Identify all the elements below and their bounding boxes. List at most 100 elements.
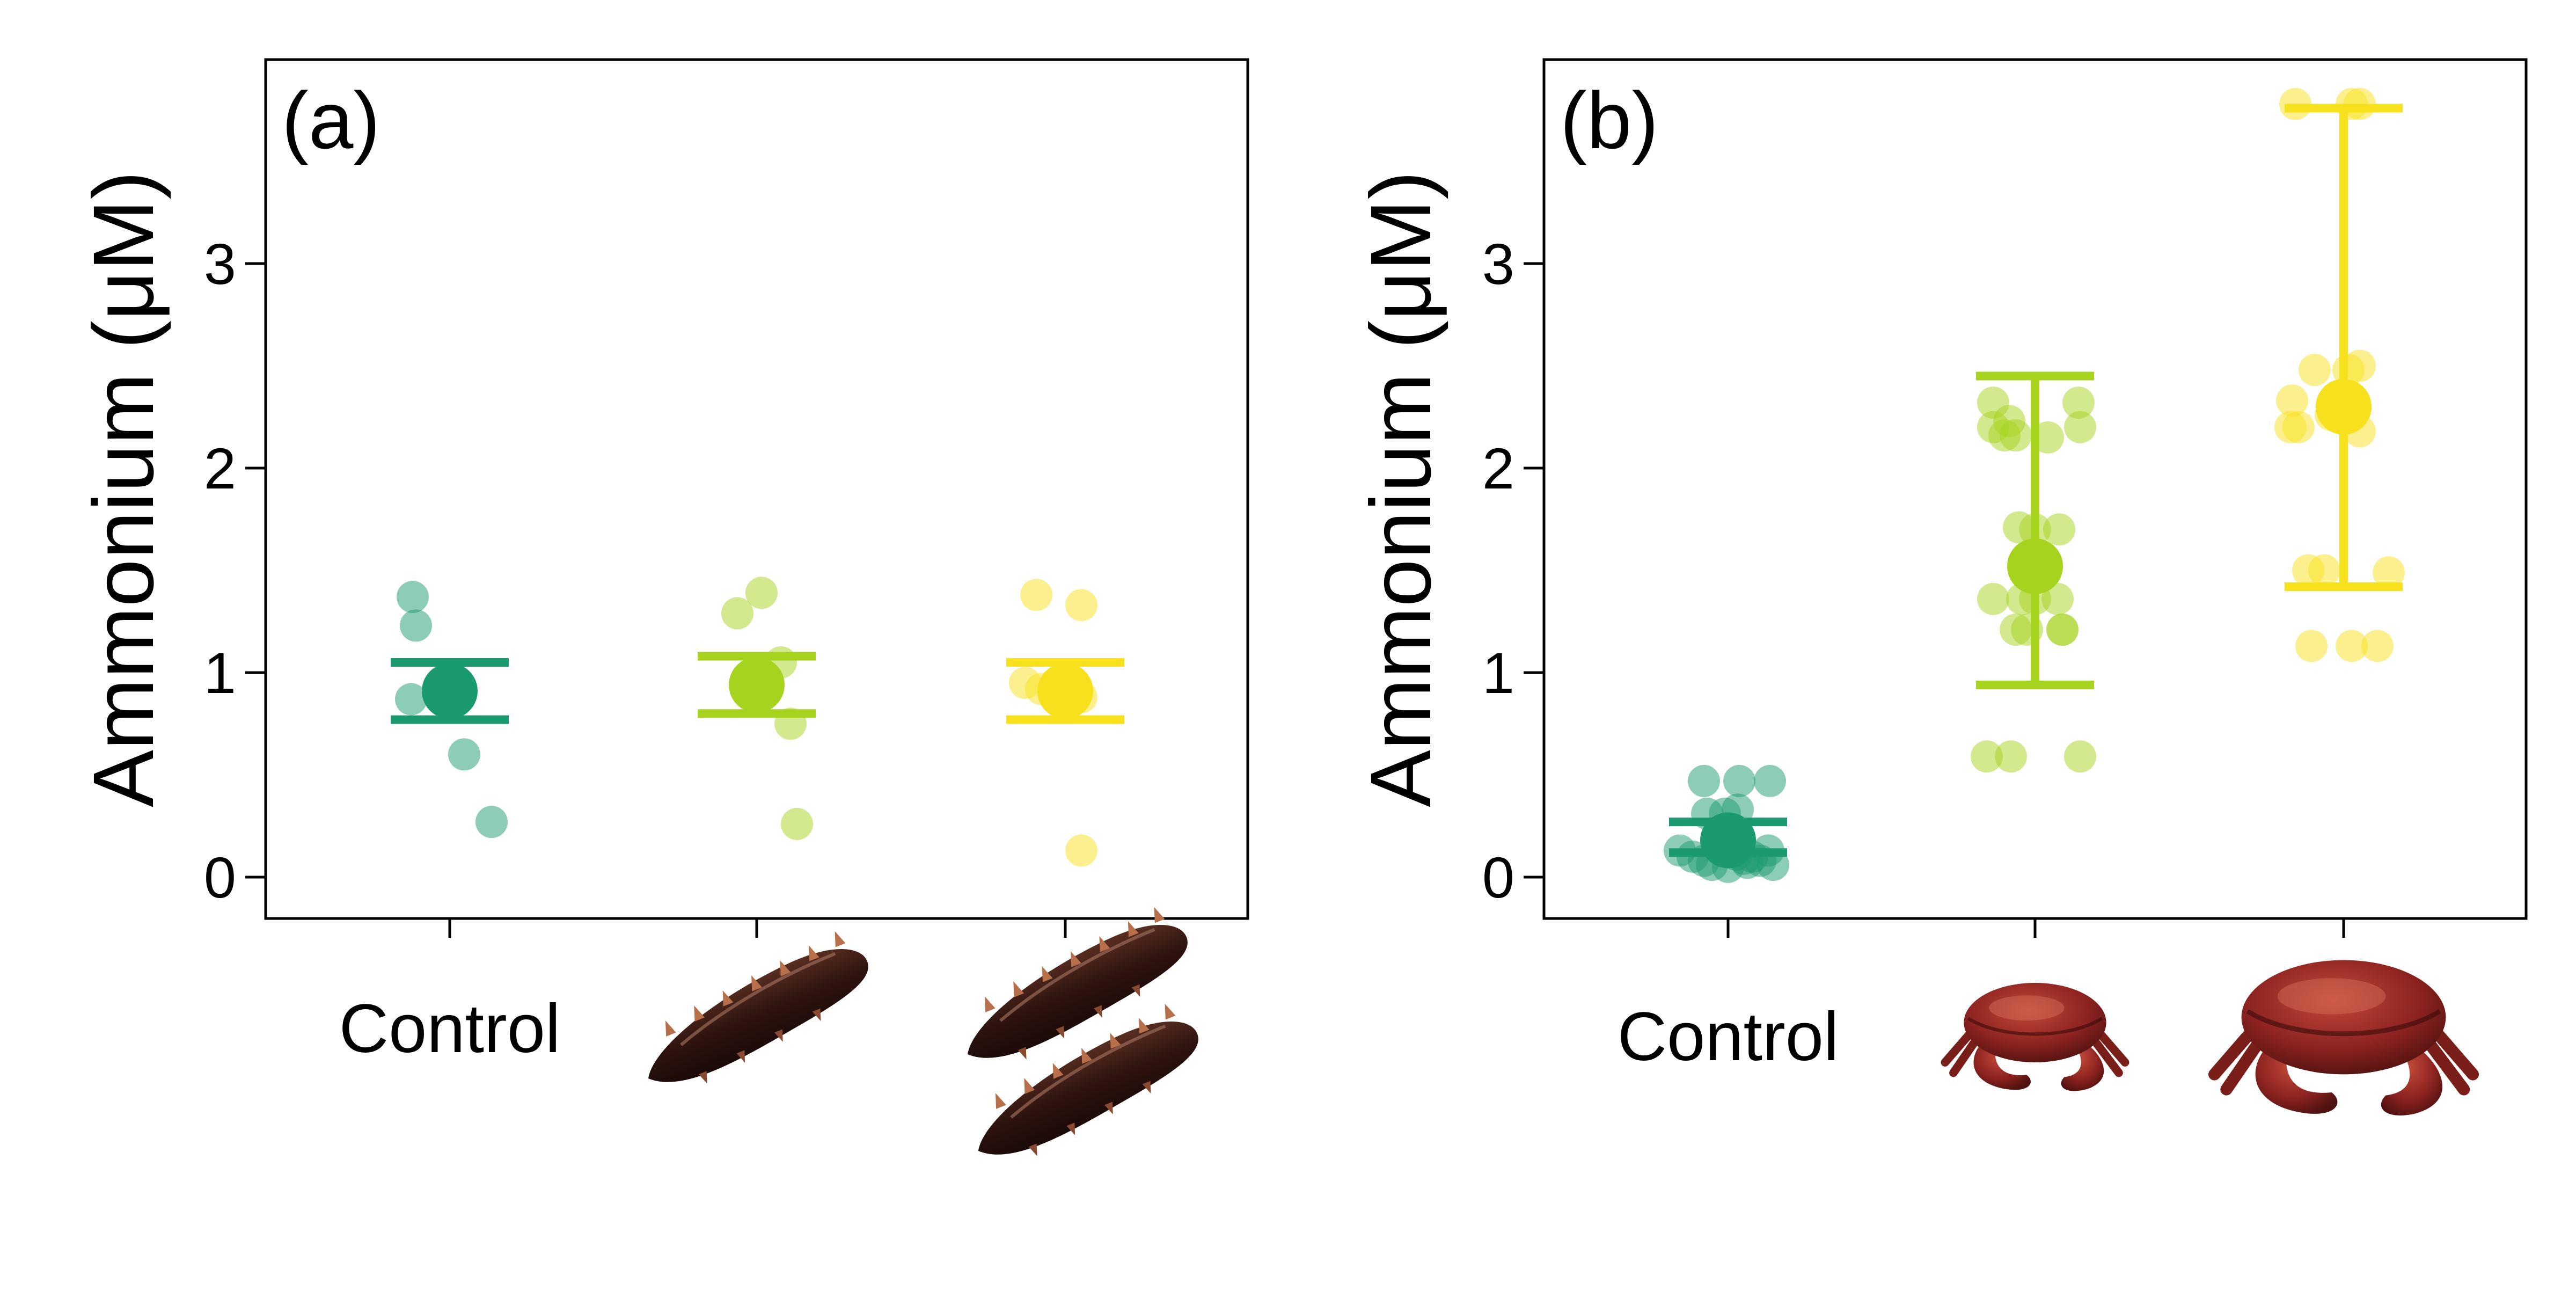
sea-cucumber-papilla [665,1020,676,1037]
sea-cucumber-papilla [984,996,996,1012]
chart-panel-1: (b) 0 1 2 3 Ammonium (μM) Control [1352,58,2528,1116]
sea-cucumber-icon [978,1003,1198,1156]
data-point [2046,613,2079,646]
data-point [397,581,429,614]
crab-leg [2427,1023,2479,1081]
y-axis-label: Ammonium (μM) [1352,171,1448,807]
sea-cucumber-papilla [1013,981,1024,997]
sea-cucumber-papilla [1154,907,1165,923]
data-point [1977,582,2009,615]
group-small-crab [1971,371,2096,773]
sea-cucumber-highlight [680,952,836,1046]
mean-point [2007,538,2063,594]
sea-cucumber-highlight [1010,1024,1166,1119]
data-point [2032,421,2064,454]
crab-shell-edge [1967,1017,2103,1036]
sea-cucumber-papilla [1131,984,1140,997]
data-point [2000,419,2032,452]
sea-cucumber-papilla [698,1071,707,1084]
plot-frame [264,58,1249,920]
crab-icon [2208,960,2479,1116]
mean-point [729,657,785,713]
data-point [2299,354,2331,386]
panel-label: (b) [1560,75,1658,165]
sea-cucumber-papilla [1024,1078,1035,1094]
sea-cucumber-papilla [812,1008,821,1022]
sea-cucumber-papilla [751,975,762,991]
sea-cucumber-highlight [999,928,1155,1022]
group-sea-cucumber-2 [1006,579,1124,867]
y-tick-label: 0 [1482,845,1514,910]
data-point [2276,384,2308,417]
crab-leg [1941,1026,1977,1067]
data-point [448,738,480,771]
data-point [2041,582,2074,615]
sea-cucumber-papilla [1128,921,1139,937]
sea-cucumber-papilla [1142,1081,1151,1094]
sea-cucumber-papilla [780,960,791,976]
group-Control [1664,764,1789,883]
sea-cucumber-papilla [1018,1047,1027,1060]
sea-cucumber-papilla [1056,1026,1065,1039]
sea-cucumber-body [978,1021,1198,1155]
data-point [2336,630,2368,662]
sea-cucumber-papilla [1066,1122,1075,1135]
crab-highlight [2277,978,2386,1015]
sea-cucumber-papilla [995,1093,1006,1109]
crab-leg [2208,1023,2260,1081]
data-point [400,609,432,642]
data-point [2344,349,2376,382]
sea-cucumber-papilla [1165,1003,1176,1020]
sea-cucumber-papilla [1052,1063,1064,1079]
mean-point [1037,663,1093,719]
crab-carapace [1964,982,2106,1063]
data-point [721,597,753,630]
data-point [2043,513,2075,546]
category-label: Control [339,990,561,1067]
crab-leg [2094,1026,2129,1067]
data-point [2064,740,2096,773]
data-point [1971,740,2003,773]
sea-cucumber-papilla [1099,936,1110,952]
sea-cucumber-papilla [1042,966,1053,982]
sea-cucumber-papilla [1110,1033,1121,1049]
category-label: Control [1618,998,1839,1075]
y-tick-label: 1 [1482,640,1514,705]
data-point [2282,411,2315,443]
sea-cucumber-icon [648,931,868,1084]
y-tick-label: 0 [204,845,236,910]
sea-cucumber-papilla [1071,951,1081,967]
data-point [475,806,508,838]
crab-claw [2381,1041,2443,1116]
crab-claw [2061,1039,2104,1091]
group-Control [391,581,509,838]
crab-shell-edge [2246,1009,2441,1037]
sea-cucumber-papilla [1081,1048,1092,1064]
crab-leg [1949,1035,1981,1077]
mean-point [2316,378,2372,435]
y-axis-label: Ammonium (μM) [75,171,171,807]
crab-leg [2089,1035,2123,1077]
crab-leg [2220,1035,2266,1096]
data-point [781,807,813,840]
sea-cucumber-papilla [835,931,846,947]
data-point [2373,556,2405,589]
group-sea-cucumber-1 [698,577,816,840]
data-point [1995,740,2027,773]
y-tick-label: 1 [204,640,236,705]
data-point [745,577,778,609]
sea-cucumber-papilla [1094,1005,1102,1018]
sea-cucumber-papilla [722,990,734,1006]
data-point [2064,411,2096,443]
data-point [2062,386,2095,419]
sea-cucumber-icon [967,907,1188,1060]
group-large-crab [2274,87,2405,662]
chart-panel-0: (a) 0 1 2 3 Ammonium (μM) Control [75,58,1249,1156]
crab-icon [1941,982,2129,1091]
mean-point [1700,812,1756,869]
y-tick-label: 3 [1482,231,1514,296]
y-tick-label: 2 [204,436,236,501]
data-point [1688,764,1720,797]
data-point [1065,834,1097,867]
